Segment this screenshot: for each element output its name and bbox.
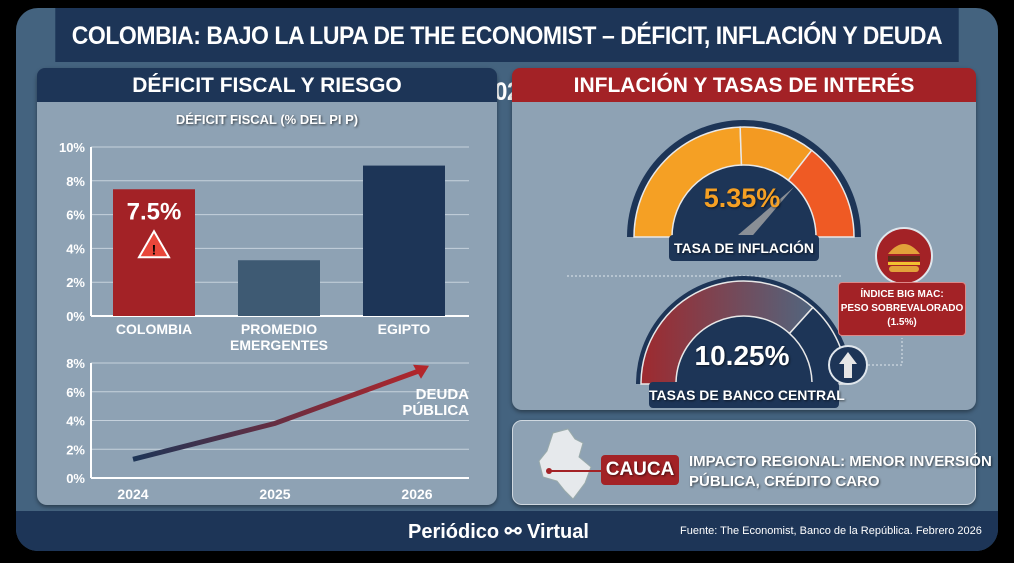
bank-gauge-segment xyxy=(640,280,814,385)
source-note: Fuente: The Economist, Banco de la Repúb… xyxy=(680,525,982,537)
deficit-bar-chart: 0% 2% 4% 6% 8% 10% COLOMBIA 7.5%! PROMEDIOEMERGE… xyxy=(59,140,469,353)
bank-rate-label: TASAS DE BANCO CENTRAL xyxy=(649,382,845,408)
deficit-panel-header: DÉFICIT FISCAL Y RIESGO xyxy=(37,68,497,102)
brand-right: Virtual xyxy=(527,521,589,543)
y-tick-label: 8% xyxy=(66,356,85,371)
gauges xyxy=(567,120,933,385)
x-tick-label: EMERGENTES xyxy=(230,337,328,353)
y-tick-label: 6% xyxy=(66,208,85,223)
y-tick-label: 4% xyxy=(66,241,85,256)
footer: Periódico ⚯ Virtual Fuente: The Economis… xyxy=(16,511,998,551)
brand-icon: ⚯ xyxy=(504,521,522,543)
bar-chart-title: DÉFICIT FISCAL (% DEL PI P) xyxy=(175,112,359,127)
regional-text-1: IMPACTO REGIONAL: MENOR INVERSIÓN xyxy=(689,453,992,470)
burger-bun xyxy=(888,244,920,254)
y-tick-label: 2% xyxy=(66,442,85,457)
brand-logo: Periódico ⚯ Virtual xyxy=(408,519,589,544)
x-tick-label: COLOMBIA xyxy=(116,321,192,337)
regional-panel: CAUCA IMPACTO REGIONAL: MENOR INVERSIÓN … xyxy=(512,420,992,505)
x-tick-label: 2024 xyxy=(117,486,148,502)
arrowhead-icon xyxy=(413,364,429,379)
infographic: COLOMBIA: BAJO LA LUPA DE THE ECONOMIST … xyxy=(16,8,998,551)
big-mac-line3: (1.5%) xyxy=(887,317,917,328)
region-badge: CAUCA xyxy=(601,455,679,485)
x-tick-label: 2025 xyxy=(259,486,290,502)
arrow-up-icon xyxy=(839,352,857,378)
bar-egipto xyxy=(363,165,445,316)
burger-bottom-bun xyxy=(889,266,919,272)
inflation-label: TASA DE INFLACIÓN xyxy=(669,235,819,261)
big-mac-line1: ÍNDICE BIG MAC: xyxy=(860,289,944,300)
bar-promedio-emergentes xyxy=(238,260,320,316)
burger-cheese xyxy=(888,262,920,265)
inflation-panel-header: INFLACIÓN Y TASAS DE INTERÉS xyxy=(512,68,976,102)
data-label: 7.5% xyxy=(127,198,182,225)
bank-rate-value: 10.25% xyxy=(694,340,790,371)
y-tick-label: 10% xyxy=(59,140,85,155)
deficit-panel: DÉFICIT FISCAL Y RIESGO DÉFICIT FISCAL (… xyxy=(37,68,497,505)
gauge-needle xyxy=(738,187,794,241)
y-tick-label: 0% xyxy=(66,471,85,486)
x-tick-label: EGIPTO xyxy=(378,321,431,337)
series-label: PÚBLICA xyxy=(402,401,469,419)
y-tick-label: 4% xyxy=(66,414,85,429)
series-label: DEUDA xyxy=(416,386,470,403)
big-mac-box: ÍNDICE BIG MAC: PESO SOBREVALORADO (1.5%… xyxy=(838,282,966,336)
big-mac-line2: PESO SOBREVALORADO xyxy=(840,303,964,314)
page-title: COLOMBIA: BAJO LA LUPA DE THE ECONOMIST … xyxy=(55,8,959,106)
y-tick-label: 0% xyxy=(66,309,85,324)
brand-left: Periódico xyxy=(408,521,500,543)
inflation-panel: INFLACIÓN Y TASAS DE INTERÉS 5.35% TASA … xyxy=(512,68,976,410)
connector xyxy=(868,338,903,366)
y-tick-label: 8% xyxy=(66,174,85,189)
debt-line xyxy=(132,366,426,462)
inflation-value: 5.35% xyxy=(703,183,781,213)
y-tick-label: 2% xyxy=(66,275,85,290)
y-tick-label: 6% xyxy=(66,385,85,400)
x-tick-label: 2026 xyxy=(401,486,432,502)
inflation-gauge-segment xyxy=(787,149,855,238)
regional-text-2: PÚBLICA, CRÉDITO CARO xyxy=(689,473,880,490)
colombia-map-icon xyxy=(538,428,605,500)
warning-mark: ! xyxy=(152,241,157,257)
x-tick-label: PROMEDIO xyxy=(241,321,317,337)
burger-patty xyxy=(888,256,920,261)
warning-icon xyxy=(137,229,171,259)
